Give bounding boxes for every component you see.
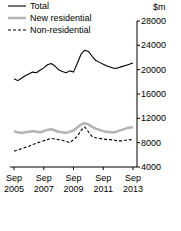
x-tick-label-part: 2007 bbox=[34, 184, 54, 194]
x-tick-label-part: 2013 bbox=[123, 184, 143, 194]
x-tick-label-part: Sep bbox=[36, 173, 52, 183]
chart: 400080001200016000200002400028000$mSep20… bbox=[0, 0, 181, 231]
y-tick-label: 12000 bbox=[141, 113, 166, 123]
x-tick-label: Sep2007 bbox=[34, 173, 54, 194]
legend-swatch bbox=[8, 5, 26, 6]
y-tick-label: 28000 bbox=[141, 16, 166, 26]
y-tick bbox=[137, 167, 140, 168]
x-tick bbox=[43, 167, 44, 170]
x-tick-label-part: Sep bbox=[65, 173, 81, 183]
x-tick-label-part: Sep bbox=[125, 173, 141, 183]
y-tick bbox=[137, 142, 140, 143]
series-line bbox=[14, 50, 133, 80]
series-line bbox=[14, 127, 133, 151]
series-line bbox=[14, 123, 133, 133]
x-tick bbox=[73, 167, 74, 170]
y-tick-label: 16000 bbox=[141, 89, 166, 99]
x-tick-label: Sep2013 bbox=[123, 173, 143, 194]
plot bbox=[14, 50, 133, 151]
x-tick-label-part: Sep bbox=[95, 173, 111, 183]
x-tick-label: Sep2011 bbox=[94, 173, 113, 194]
y-tick bbox=[137, 69, 140, 70]
y-tick-label: 4000 bbox=[141, 162, 161, 172]
x-tick-label-part: Sep bbox=[6, 173, 22, 183]
x-tick-label-part: 2009 bbox=[63, 184, 83, 194]
x-tick-label-part: 2005 bbox=[4, 184, 24, 194]
x-tick-label-part: 2011 bbox=[94, 184, 113, 194]
legend-label: Non-residential bbox=[30, 25, 91, 35]
x-tick bbox=[103, 167, 104, 170]
x-tick-label: Sep2005 bbox=[4, 173, 24, 194]
legend-label: New residential bbox=[30, 13, 92, 23]
y-tick bbox=[137, 21, 140, 22]
legend-swatch bbox=[8, 29, 26, 30]
y-tick bbox=[137, 45, 140, 46]
legend-label: Total bbox=[30, 1, 49, 11]
y-tick bbox=[137, 94, 140, 95]
y-tick-label: 24000 bbox=[141, 40, 166, 50]
y-label: $m bbox=[153, 2, 166, 12]
y-tick bbox=[137, 118, 140, 119]
x-tick bbox=[133, 167, 134, 170]
y-tick-label: 8000 bbox=[141, 138, 161, 148]
legend-swatch bbox=[8, 17, 26, 20]
y-tick-label: 20000 bbox=[141, 65, 166, 75]
x-tick bbox=[14, 167, 15, 170]
x-tick-label: Sep2009 bbox=[63, 173, 83, 194]
